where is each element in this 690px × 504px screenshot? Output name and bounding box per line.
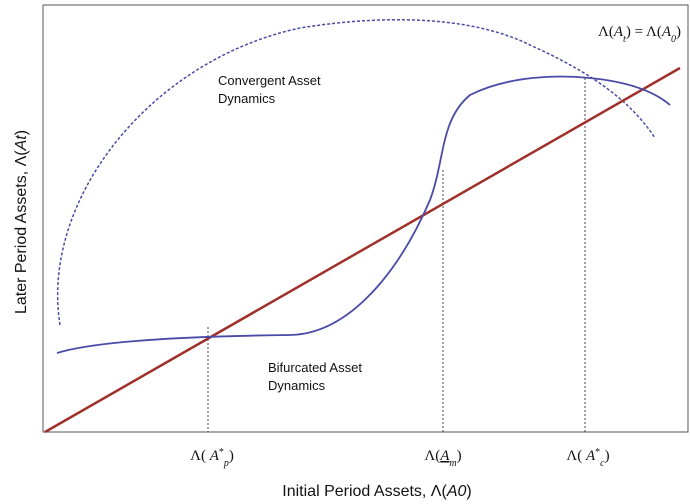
label-part: Λ(: [190, 448, 210, 464]
label-part: Initial Period Assets, Λ(: [282, 483, 447, 500]
label-part: ): [605, 448, 610, 464]
x-tick-label: Λ( A*c): [566, 447, 609, 469]
convergent-curve: [56, 19, 656, 326]
label-part: A: [439, 448, 450, 464]
identity-label: Λ(At) = Λ(A0): [598, 24, 681, 45]
label-part: ): [457, 448, 462, 464]
label-part: A: [661, 24, 672, 40]
label-part: ): [229, 448, 234, 464]
label-part: A: [585, 448, 596, 464]
label-part: *: [595, 447, 600, 458]
label-part: ): [676, 24, 681, 40]
annotation: Dynamics: [218, 91, 276, 106]
label-part: Λ(: [424, 448, 440, 464]
label-part: At: [13, 135, 30, 152]
label-part: p: [223, 458, 229, 469]
plot-frame: [42, 4, 689, 433]
annotation: Dynamics: [268, 378, 326, 393]
x-axis-title: Initial Period Assets, Λ(A0): [282, 483, 471, 500]
x-tick-label: Λ( A*p): [190, 447, 234, 469]
label-part: c: [600, 458, 605, 469]
label-part: 0: [671, 34, 676, 45]
label-part: ): [466, 483, 471, 500]
annotation: Convergent Asset: [218, 73, 321, 88]
label-part: Λ(: [566, 448, 586, 464]
y-axis-title: Later Period Assets, Λ(At): [13, 130, 30, 314]
label-part: Λ(: [598, 24, 614, 40]
label-part: A: [613, 24, 624, 40]
annotation: Bifurcated Asset: [268, 360, 362, 375]
label-part: A: [209, 448, 220, 464]
label-part: ) = Λ(: [626, 24, 662, 40]
x-tick-label: Λ(Am): [424, 448, 461, 469]
label-part: m: [449, 458, 456, 469]
label-part: Later Period Assets, Λ(: [13, 150, 30, 314]
bifurcated-curve: [56, 75, 671, 354]
label-part: ): [13, 130, 30, 135]
label-part: t: [623, 34, 626, 45]
label-part: *: [219, 447, 224, 458]
label-part: A0: [446, 483, 467, 500]
identity-line: [44, 66, 681, 434]
